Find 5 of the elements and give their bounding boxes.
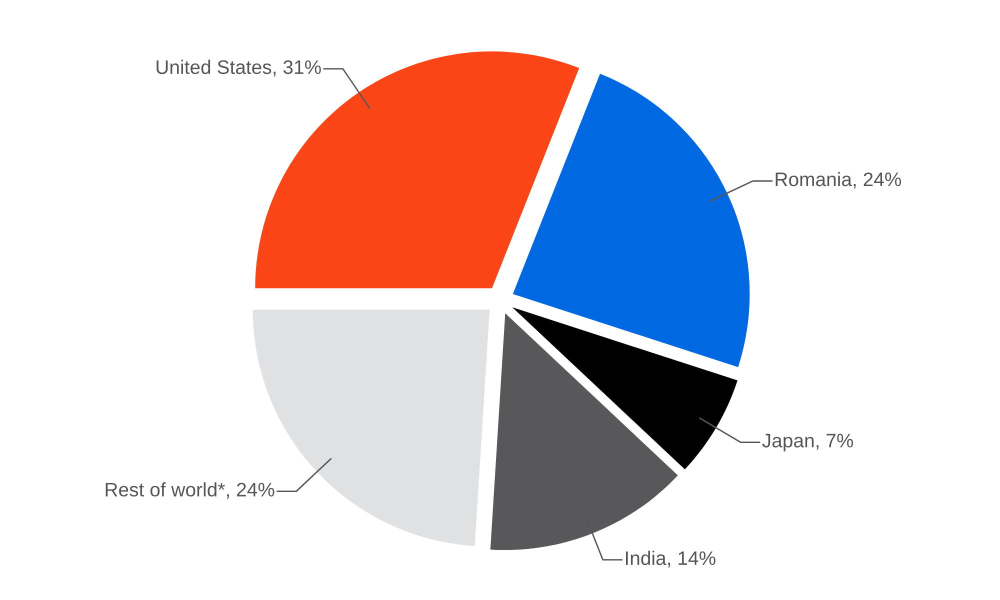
slice-label: United States, 31%: [156, 60, 321, 76]
slice-label: Japan, 7%: [762, 434, 854, 452]
slice-label: Rest of world*, 24%: [106, 482, 274, 499]
slice-label: Romania, 24%: [776, 172, 902, 189]
slice-label: India, 14%: [626, 550, 716, 568]
